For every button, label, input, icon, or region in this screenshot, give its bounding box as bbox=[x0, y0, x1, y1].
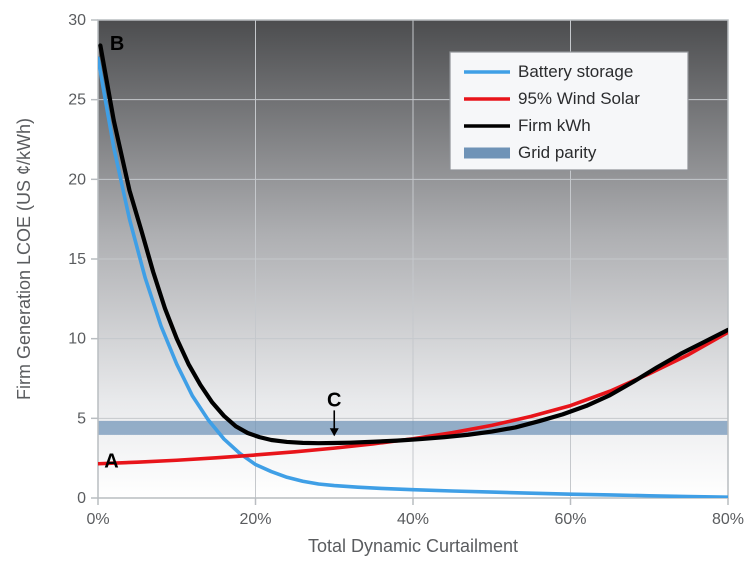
annotation-a: A bbox=[104, 451, 118, 473]
x-tick-label: 0% bbox=[86, 511, 109, 528]
y-tick-label: 5 bbox=[77, 410, 86, 427]
y-axis-title: Firm Generation LCOE (US ¢/kWh) bbox=[14, 118, 34, 400]
annotation-b: B bbox=[110, 33, 124, 55]
chart-figure: 0% 20% 40% 60% 80% 0 5 10 15 20 25 30 A B C Total Dynam… bbox=[0, 0, 754, 566]
y-tick-label: 15 bbox=[68, 251, 86, 268]
legend-label: Grid parity bbox=[518, 143, 597, 162]
y-tick-label: 10 bbox=[68, 331, 86, 348]
x-axis-title: Total Dynamic Curtailment bbox=[308, 536, 518, 556]
grid-parity-band bbox=[98, 421, 728, 435]
y-tick-label: 20 bbox=[68, 171, 86, 188]
legend-label: 95% Wind Solar bbox=[518, 89, 640, 108]
legend-label: Battery storage bbox=[518, 62, 633, 81]
chart-svg: 0% 20% 40% 60% 80% 0 5 10 15 20 25 30 A B C Total Dynam… bbox=[0, 0, 754, 566]
x-tick-label: 80% bbox=[712, 511, 744, 528]
legend-label: Firm kWh bbox=[518, 116, 591, 135]
y-tick-label: 30 bbox=[68, 12, 86, 29]
y-tick-label: 25 bbox=[68, 92, 86, 109]
annotation-c: C bbox=[327, 389, 341, 411]
x-tick-label: 20% bbox=[239, 511, 271, 528]
x-tick-label: 40% bbox=[397, 511, 429, 528]
x-tick-label: 60% bbox=[554, 511, 586, 528]
y-tick-label: 0 bbox=[77, 490, 86, 507]
